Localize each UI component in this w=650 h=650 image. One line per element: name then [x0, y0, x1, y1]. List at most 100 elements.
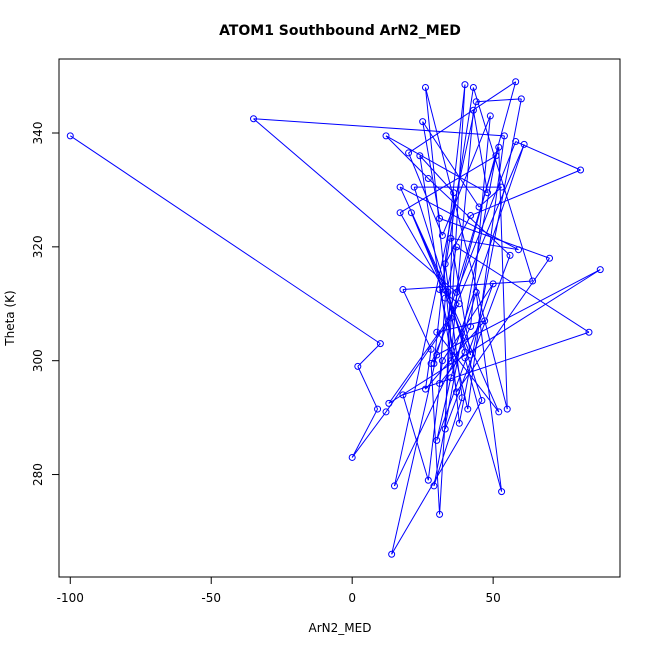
data-point — [390, 482, 398, 490]
data-point — [546, 254, 554, 262]
data-point — [512, 78, 520, 86]
data-point — [486, 112, 494, 120]
data-point — [436, 214, 444, 222]
data-point — [461, 81, 469, 89]
data-point — [433, 351, 441, 359]
series-line-segment — [357, 343, 381, 367]
series-line-segment — [385, 135, 488, 194]
data-point — [500, 132, 508, 140]
data-point — [396, 209, 404, 217]
series-line-segment — [399, 186, 449, 293]
series-line-segment — [433, 397, 463, 487]
series-line-segment — [436, 269, 601, 356]
data-point — [407, 209, 415, 217]
series-line-segment — [385, 317, 452, 413]
series-line-segment — [498, 147, 508, 410]
data-point — [424, 476, 432, 484]
x-axis: -100 -50 0 50 — [57, 577, 501, 605]
series-line-segment — [436, 283, 494, 441]
series-line-segment — [439, 351, 466, 384]
data-point — [441, 425, 449, 433]
data-point — [424, 175, 432, 183]
series-line-segment — [351, 408, 379, 458]
series-line-segment — [444, 192, 455, 430]
y-axis: 280 300 320 340 — [31, 122, 59, 486]
series-line-segment — [388, 303, 460, 404]
data-point — [450, 189, 458, 197]
y-tick-label: 340 — [31, 122, 45, 145]
series-line-segment — [436, 320, 485, 333]
series-line-segment — [351, 411, 387, 458]
data-point — [452, 388, 460, 396]
series-line-segment — [439, 298, 446, 384]
series-line-segment — [427, 360, 443, 481]
data-point — [382, 132, 390, 140]
chart-title: ATOM1 Southbound ArN2_MED — [219, 23, 461, 39]
series-line-segment — [450, 237, 519, 251]
data-point — [447, 234, 455, 242]
series-line-segment — [475, 292, 503, 492]
series-line-segment — [399, 155, 497, 214]
series-line-segment — [436, 331, 500, 413]
data-point — [430, 482, 438, 490]
data-point — [405, 149, 413, 157]
series-line-segment — [456, 246, 590, 333]
series-line-segment — [424, 349, 432, 390]
data-point — [438, 231, 446, 239]
series-line-segment — [357, 366, 379, 410]
data-point — [481, 317, 489, 325]
data-point — [489, 280, 497, 288]
series-line-segment — [402, 280, 533, 291]
series-line-segment — [399, 186, 519, 251]
series-line-segment — [436, 377, 452, 441]
data-point — [475, 203, 483, 211]
series-line-segment — [388, 269, 601, 404]
data-point — [467, 212, 475, 220]
data-point — [455, 300, 463, 308]
data-point — [478, 397, 486, 405]
x-tick-label: 50 — [486, 591, 501, 605]
series-line-segment — [253, 118, 457, 293]
series-line-segment — [391, 354, 438, 555]
data-point — [427, 360, 435, 368]
data-point — [464, 405, 472, 413]
data-point — [348, 453, 356, 461]
series-line-segment — [441, 87, 474, 287]
data-point — [498, 488, 506, 496]
data-point — [436, 379, 444, 387]
data-point — [585, 328, 593, 336]
series-line-segment — [385, 135, 429, 179]
series-line-segment — [393, 101, 477, 487]
data-point — [467, 351, 475, 359]
series-line-segment — [69, 135, 381, 345]
data-point — [388, 550, 396, 558]
series-line-segment — [456, 141, 517, 293]
data-point — [421, 83, 429, 91]
data-point — [433, 436, 441, 444]
data-point — [520, 140, 528, 148]
series-line-segment — [472, 110, 488, 193]
data-point — [472, 288, 480, 296]
data-point — [250, 115, 258, 123]
data-point — [447, 314, 455, 322]
data-point — [506, 251, 514, 259]
series-line-segment — [464, 357, 503, 492]
data-point — [399, 286, 407, 294]
data-point — [399, 391, 407, 399]
data-point — [438, 283, 446, 291]
series-line-segment — [424, 87, 508, 410]
series-layer — [66, 78, 604, 558]
data-point — [455, 419, 463, 427]
data-point — [433, 328, 441, 336]
series-line-segment — [399, 212, 443, 287]
data-point — [529, 277, 537, 285]
plot-frame — [58, 58, 621, 578]
data-point — [503, 405, 511, 413]
y-axis-label: Theta (K) — [3, 290, 17, 346]
series-line-segment — [422, 121, 441, 219]
data-point — [467, 323, 475, 331]
data-point — [430, 360, 438, 368]
series-line-segment — [402, 289, 432, 350]
data-point — [498, 183, 506, 191]
data-point — [447, 357, 455, 365]
